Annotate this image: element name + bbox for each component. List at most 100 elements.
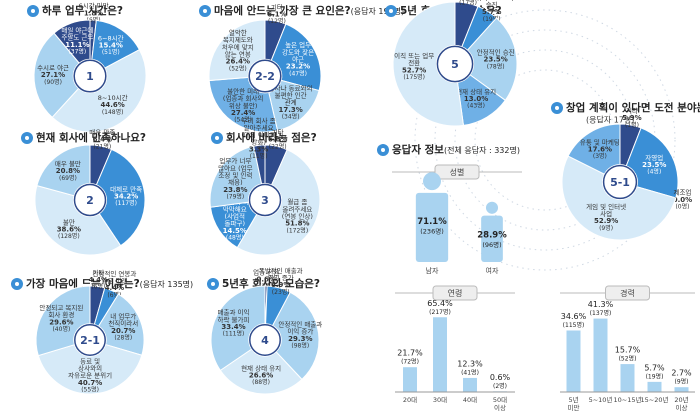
pie-center-label: 5 — [451, 58, 459, 71]
slice-count-label: (23명) — [272, 288, 290, 296]
x-tick-label: 20년 이상 — [674, 395, 688, 412]
slice-value-label: 33.4% — [221, 323, 245, 331]
bar-value-label: 5.7% — [644, 363, 665, 372]
pie-slice — [219, 348, 303, 395]
pie-slice — [253, 144, 266, 185]
slice-category-line: 불만 — [63, 217, 75, 226]
slice-category-line: 월급 좀 — [287, 197, 307, 206]
pie-slice — [97, 293, 145, 356]
chart-title: 회사에 바라는 점은? — [226, 131, 317, 144]
slice-category-line: 불안한 미래 — [227, 87, 259, 96]
slice-count-label: (3명) — [593, 152, 607, 160]
slice-category-line: (연봉 인상) — [282, 211, 313, 220]
pie-slice — [625, 127, 679, 199]
chart-title-text: 현재 회사에 만족하나요? — [36, 131, 146, 144]
person-count-label: (236명) — [420, 227, 443, 236]
slice-category-line: 강화) — [251, 137, 266, 146]
slice-category-line: 열악한 — [229, 29, 247, 37]
slice-category-line: 내 업무가 — [110, 312, 136, 321]
slice-value-label: 6.9% — [271, 281, 290, 289]
slice-value-label: 52.9% — [594, 217, 618, 225]
pie-slice — [37, 343, 143, 395]
slice-count-label: (12명) — [268, 17, 286, 25]
chart-title: 하루 업무 시간은? — [42, 4, 123, 17]
pie-slice — [208, 76, 279, 133]
slice-category-line: 위상 불안) — [229, 101, 258, 110]
bar — [403, 367, 417, 392]
slice-category-line: 안정적인 매출과 — [278, 320, 322, 329]
slice-category-line: 수시로 야근 — [37, 63, 69, 72]
pie-slice — [392, 1, 465, 127]
slice-value-label: 6.4% — [93, 136, 112, 144]
chart-title-text: 5년후 회사의 모습은? — [222, 277, 320, 290]
slice-category: 자영업 — [645, 153, 663, 162]
slice-category-line: 업종 전환 — [253, 267, 279, 276]
x-tick-label-line: 5년 — [568, 395, 578, 404]
slice-category-line: 승진 — [486, 0, 498, 9]
slice-category-line: 자유로운 분위기 — [68, 371, 112, 380]
slice-value-label: 3.3% — [249, 145, 268, 153]
title-icon-dot — [31, 9, 35, 13]
panel-heading-box — [434, 164, 480, 180]
slice-value-label: 11.1% — [65, 41, 89, 49]
pie-center-label: 3 — [261, 194, 269, 207]
slice-category-line: 강도와 잦은 — [282, 47, 314, 56]
x-tick-label-line: 미만 — [568, 403, 580, 412]
slice-value-label: 4.4% — [89, 276, 108, 284]
pie-center-label: 2-1 — [80, 334, 100, 347]
bar-count-label: (115명) — [563, 321, 585, 329]
bar-value-label: 41.3% — [588, 300, 614, 309]
slice-category-line: 이익 증가 — [287, 327, 313, 336]
slice-category-line: 복지제도와 — [223, 35, 253, 44]
x-tick-label: 10~15년 — [614, 395, 642, 404]
person-value-label: 71.1% — [417, 217, 447, 227]
slice-count-label: (9명) — [599, 224, 613, 232]
slice-category: 상사나 동료와의 불편한 인간 관계 — [269, 83, 313, 106]
slice-value-label: 34.2% — [114, 193, 138, 201]
slice-value-label: 27.4% — [231, 109, 255, 117]
slice-category: 수시로 야근 — [37, 63, 69, 72]
slice-value-label: 23.2% — [286, 63, 310, 71]
slice-count-label: (128명) — [58, 232, 80, 240]
slice-category-line: 유통 및 마케팅 — [580, 137, 620, 146]
pie-center — [248, 183, 282, 217]
pie-center — [249, 324, 281, 356]
x-tick-label: 5~10년 — [589, 395, 613, 404]
slice-value-label: 40.7% — [78, 379, 102, 387]
slice-category-line: 현재 상태 유지 — [456, 87, 496, 96]
title-icon-dot — [211, 282, 215, 286]
pie-slice — [209, 145, 263, 208]
chart-title-text: 마음에 안드는 가장 큰 요인은? — [214, 4, 351, 17]
x-tick-label-line: 20년 — [674, 395, 688, 404]
person-category: 남자 — [426, 266, 439, 275]
slice-category: 기타 — [272, 128, 284, 137]
slice-category: 우리 회사 좀 알아주세요 (대외 이미지 강화) — [241, 116, 276, 146]
slice-count-label: (37명) — [68, 47, 86, 55]
pie-slice — [53, 19, 91, 64]
x-tick-label-line: 50대 — [493, 396, 507, 404]
slice-category: 유통 및 마케팅 — [580, 137, 620, 146]
slice-value-label: 29.6% — [49, 318, 73, 326]
pie-slice — [36, 144, 91, 197]
slice-category-line: 주말도 근무 — [61, 34, 93, 42]
slice-category: 기타 — [271, 2, 283, 11]
slice-value-label: 1.8% — [84, 9, 103, 17]
slice-count-label: (148명) — [102, 108, 124, 116]
slice-value-label: 20.7% — [111, 327, 135, 335]
x-tick-label: 50대 이상 — [493, 396, 507, 412]
slice-category-line: 관계 — [285, 98, 297, 107]
slice-category-line: 천직이라서 — [108, 319, 138, 328]
pie-slice — [270, 23, 322, 92]
slice-count-label: (2명) — [259, 282, 273, 290]
slice-category-line: 매출과 이익 — [218, 308, 250, 317]
slice-category-line: 처우에 맞지 — [222, 42, 254, 51]
slice-category-line: 폭발적인 매출과 — [259, 266, 303, 275]
title-icon-dot — [215, 136, 219, 140]
chart-title: 창업 계획이 있다면 도전 분야는? — [566, 101, 700, 114]
slice-value-label: 23.8% — [223, 186, 247, 194]
slice-value-label: 5.9% — [622, 114, 641, 122]
panel-heading: 성별 — [450, 167, 465, 177]
slice-category-line: 이직 또는 업무 — [394, 51, 434, 60]
slice-value-label: 0.0% — [673, 196, 692, 204]
chart-subtitle: (응답자 135명) — [140, 279, 194, 289]
